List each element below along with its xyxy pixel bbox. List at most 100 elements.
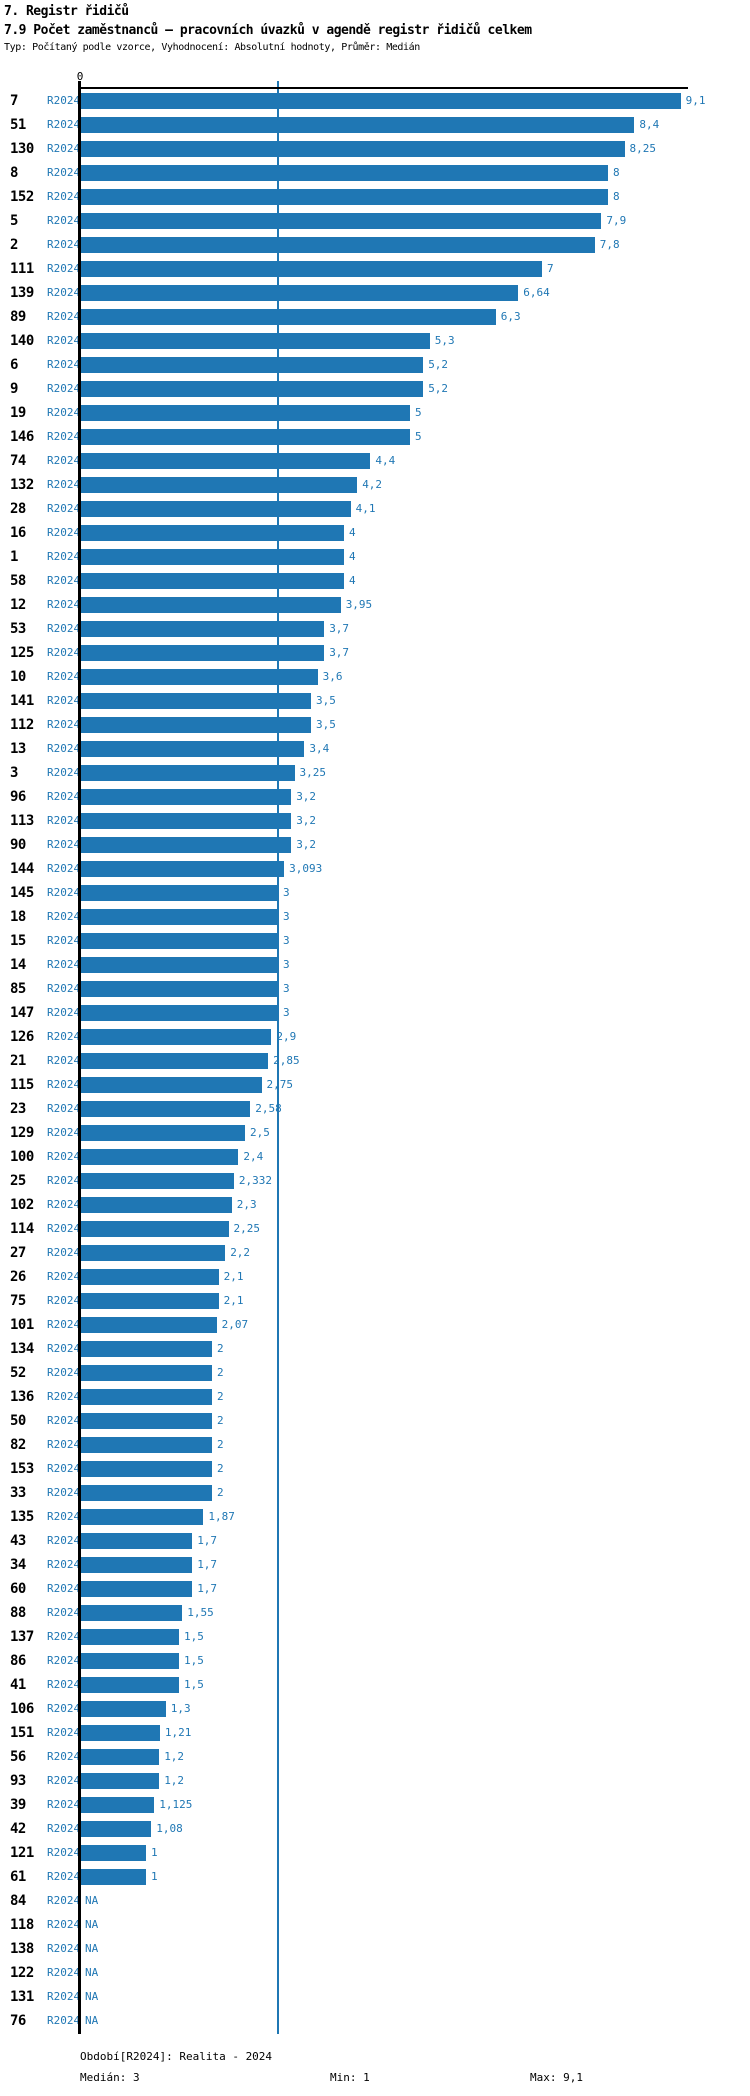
period-link[interactable]: R2024 [47, 310, 81, 323]
period-link[interactable]: R2024 [47, 1486, 81, 1499]
region-number-label: 112 [10, 717, 34, 733]
period-link[interactable]: R2024 [47, 598, 81, 611]
period-link[interactable]: R2024 [47, 1654, 81, 1667]
period-link[interactable]: R2024 [47, 1198, 81, 1211]
period-link[interactable]: R2024 [47, 790, 81, 803]
period-link[interactable]: R2024 [47, 982, 81, 995]
region-number-label: 93 [10, 1773, 26, 1789]
period-link[interactable]: R2024 [47, 886, 81, 899]
period-link[interactable]: R2024 [47, 1246, 81, 1259]
period-link[interactable]: R2024 [47, 118, 81, 131]
period-link[interactable]: R2024 [47, 478, 81, 491]
period-link[interactable]: R2024 [47, 190, 81, 203]
region-number-label: 26 [10, 1269, 26, 1285]
period-link[interactable]: R2024 [47, 334, 81, 347]
period-link[interactable]: R2024 [47, 1942, 81, 1955]
period-link[interactable]: R2024 [47, 1918, 81, 1931]
period-link[interactable]: R2024 [47, 94, 81, 107]
period-link[interactable]: R2024 [47, 1294, 81, 1307]
bar [80, 1533, 193, 1549]
period-link[interactable]: R2024 [47, 1774, 81, 1787]
period-link[interactable]: R2024 [47, 1150, 81, 1163]
table-row: 76 R2024 NA [0, 2009, 750, 2033]
period-link[interactable]: R2024 [47, 214, 81, 227]
period-link[interactable]: R2024 [47, 358, 81, 371]
table-row: 139 R2024 6,64 [0, 281, 750, 305]
period-link[interactable]: R2024 [47, 1630, 81, 1643]
period-link[interactable]: R2024 [47, 1534, 81, 1547]
period-link[interactable]: R2024 [47, 1006, 81, 1019]
period-link[interactable]: R2024 [47, 262, 81, 275]
region-number-label: 21 [10, 1053, 26, 1069]
period-link[interactable]: R2024 [47, 1342, 81, 1355]
period-link[interactable]: R2024 [47, 550, 81, 563]
period-link[interactable]: R2024 [47, 1846, 81, 1859]
period-link[interactable]: R2024 [47, 1750, 81, 1763]
period-link[interactable]: R2024 [47, 1990, 81, 2003]
period-link[interactable]: R2024 [47, 406, 81, 419]
period-link[interactable]: R2024 [47, 1462, 81, 1475]
period-link[interactable]: R2024 [47, 694, 81, 707]
period-link[interactable]: R2024 [47, 1606, 81, 1619]
period-link[interactable]: R2024 [47, 1102, 81, 1115]
period-link[interactable]: R2024 [47, 1822, 81, 1835]
period-link[interactable]: R2024 [47, 2014, 81, 2027]
period-link[interactable]: R2024 [47, 670, 81, 683]
period-link[interactable]: R2024 [47, 934, 81, 947]
region-number-label: 111 [10, 261, 34, 277]
region-number-label: 15 [10, 933, 26, 949]
period-link[interactable]: R2024 [47, 622, 81, 635]
period-link[interactable]: R2024 [47, 454, 81, 467]
period-link[interactable]: R2024 [47, 1678, 81, 1691]
region-number-label: 43 [10, 1533, 26, 1549]
bar-value-label: 4 [349, 574, 356, 587]
period-link[interactable]: R2024 [47, 1054, 81, 1067]
period-link[interactable]: R2024 [47, 526, 81, 539]
period-link[interactable]: R2024 [47, 166, 81, 179]
region-number-label: 33 [10, 1485, 26, 1501]
period-link[interactable]: R2024 [47, 1366, 81, 1379]
period-link[interactable]: R2024 [47, 1870, 81, 1883]
period-link[interactable]: R2024 [47, 1702, 81, 1715]
period-link[interactable]: R2024 [47, 1390, 81, 1403]
table-row: 21 R2024 2,85 [0, 1049, 750, 1073]
period-link[interactable]: R2024 [47, 1966, 81, 1979]
period-link[interactable]: R2024 [47, 814, 81, 827]
period-link[interactable]: R2024 [47, 1174, 81, 1187]
period-link[interactable]: R2024 [47, 430, 81, 443]
period-link[interactable]: R2024 [47, 382, 81, 395]
period-link[interactable]: R2024 [47, 742, 81, 755]
period-link[interactable]: R2024 [47, 1510, 81, 1523]
period-link[interactable]: R2024 [47, 1414, 81, 1427]
period-link[interactable]: R2024 [47, 286, 81, 299]
period-link[interactable]: R2024 [47, 1270, 81, 1283]
period-link[interactable]: R2024 [47, 238, 81, 251]
period-link[interactable]: R2024 [47, 1318, 81, 1331]
period-link[interactable]: R2024 [47, 142, 81, 155]
period-link[interactable]: R2024 [47, 1726, 81, 1739]
period-link[interactable]: R2024 [47, 1126, 81, 1139]
period-link[interactable]: R2024 [47, 1558, 81, 1571]
period-link[interactable]: R2024 [47, 1582, 81, 1595]
table-row: 51 R2024 8,4 [0, 113, 750, 137]
period-link[interactable]: R2024 [47, 1078, 81, 1091]
period-link[interactable]: R2024 [47, 1894, 81, 1907]
na-label: NA [85, 1918, 99, 1931]
bar [80, 957, 278, 973]
bar [80, 285, 519, 301]
period-link[interactable]: R2024 [47, 1438, 81, 1451]
period-link[interactable]: R2024 [47, 766, 81, 779]
period-link[interactable]: R2024 [47, 958, 81, 971]
period-link[interactable]: R2024 [47, 1222, 81, 1235]
period-link[interactable]: R2024 [47, 1798, 81, 1811]
period-link[interactable]: R2024 [47, 1030, 81, 1043]
table-row: 84 R2024 NA [0, 1889, 750, 1913]
table-row: 112 R2024 3,5 [0, 713, 750, 737]
period-link[interactable]: R2024 [47, 646, 81, 659]
period-link[interactable]: R2024 [47, 718, 81, 731]
period-link[interactable]: R2024 [47, 574, 81, 587]
period-link[interactable]: R2024 [47, 502, 81, 515]
period-link[interactable]: R2024 [47, 910, 81, 923]
period-link[interactable]: R2024 [47, 862, 81, 875]
period-link[interactable]: R2024 [47, 838, 81, 851]
